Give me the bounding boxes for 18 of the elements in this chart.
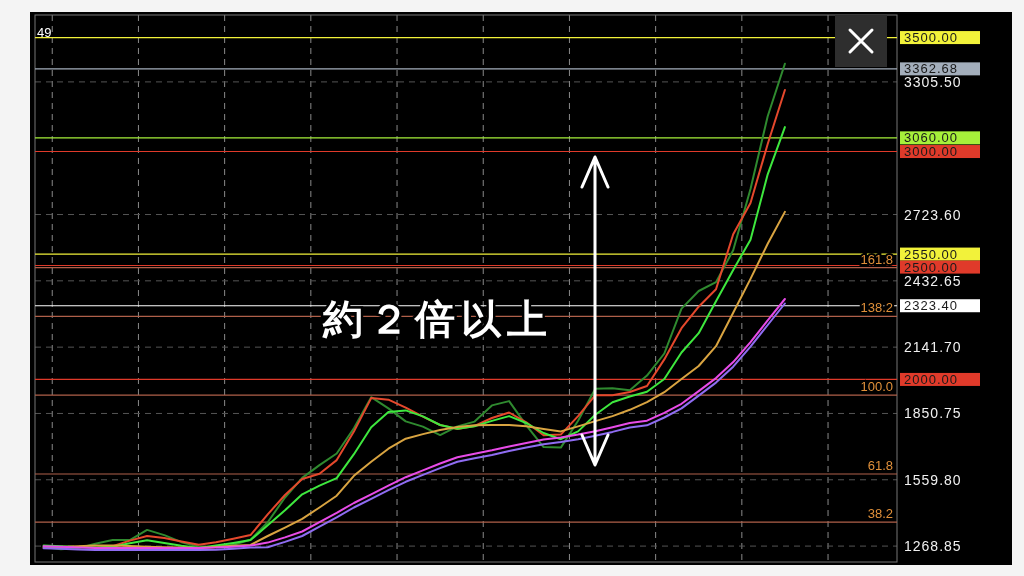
y-tick-label: 1850.75 bbox=[904, 405, 962, 422]
ref-line-label: 3500.00 bbox=[904, 30, 958, 46]
y-tick-label: 2141.70 bbox=[904, 339, 962, 356]
y-tick-label: 1559.80 bbox=[904, 471, 962, 488]
annotation: 49 bbox=[37, 25, 52, 40]
annotation: 38.2 bbox=[867, 506, 893, 522]
ref-line-label: 2000.00 bbox=[904, 371, 958, 387]
ref-line-label: 2550.00 bbox=[904, 246, 958, 262]
y-tick-label: 2723.60 bbox=[904, 206, 962, 223]
ref-line-label: 3000.00 bbox=[904, 144, 958, 160]
y-tick-label: 2432.65 bbox=[904, 272, 962, 289]
ref-line-label: 2323.40 bbox=[904, 298, 958, 314]
y-tick-label: 1268.85 bbox=[904, 538, 962, 555]
annotation: 100.0 bbox=[860, 379, 893, 395]
annotation: 161.8 bbox=[860, 251, 893, 267]
annotation: 61.8 bbox=[867, 458, 893, 474]
ref-line-label: 3060.00 bbox=[904, 130, 958, 146]
ref-line-label: 2500.00 bbox=[904, 259, 958, 275]
